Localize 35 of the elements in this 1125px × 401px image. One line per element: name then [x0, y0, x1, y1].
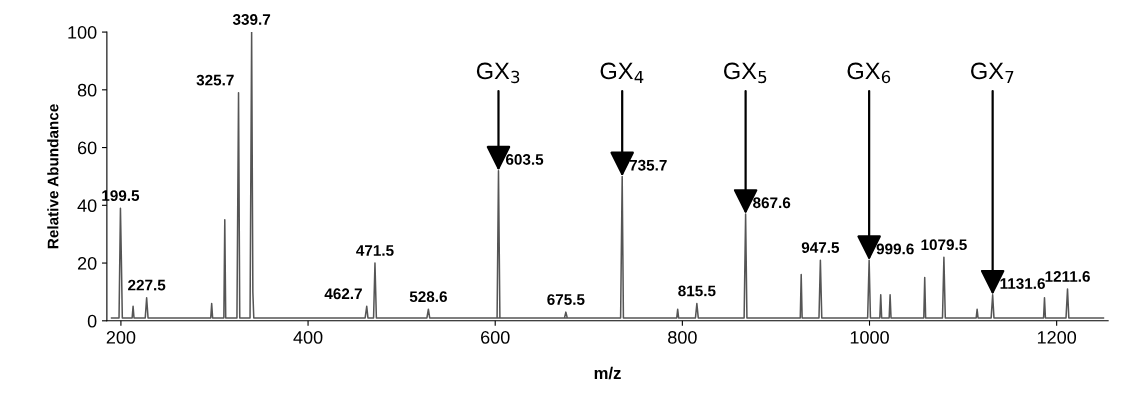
- annotation: 462.7: [324, 288, 362, 300]
- annotation: 815.5: [678, 285, 716, 297]
- annotation: 675.5: [547, 294, 585, 305]
- annotation: 603.5: [505, 154, 544, 165]
- x-tick-label: 1000: [850, 331, 889, 344]
- y-tick-label: 40: [77, 199, 97, 213]
- annotation: GX$_{6}$: [847, 62, 891, 84]
- annotation: 947.5: [801, 242, 840, 253]
- annotation: 735.7: [629, 159, 667, 171]
- annotation: GX$_{4}$: [600, 62, 644, 83]
- annotation: 528.6: [409, 291, 447, 303]
- annotation: 471.5: [356, 245, 394, 256]
- annotation: 1079.5: [921, 239, 967, 251]
- annotation: GX$_{3}$: [476, 62, 520, 84]
- annotation: GX$_{5}$: [724, 62, 767, 84]
- y-axis-title: Relative Abundance: [47, 104, 59, 249]
- y-tick-label: 80: [77, 83, 97, 97]
- x-tick-label: 200: [106, 331, 136, 344]
- annotation: 999.6: [876, 243, 914, 255]
- annotation: 325.7: [196, 74, 234, 86]
- annotation: 227.5: [128, 279, 166, 291]
- x-tick-label: 400: [293, 331, 323, 344]
- annotation: 1211.6: [1045, 271, 1090, 282]
- annotation: 1131.6: [1000, 278, 1045, 290]
- annotation: 339.7: [232, 14, 271, 25]
- annotation: GX$_{7}$: [971, 62, 1014, 83]
- annotation: 867.6: [753, 197, 791, 209]
- x-tick-label: 800: [668, 331, 697, 344]
- y-tick-label: 20: [77, 256, 97, 270]
- x-tick-label: 600: [481, 331, 510, 344]
- x-tick-label: 1200: [1037, 331, 1077, 344]
- y-tick-label: 100: [68, 26, 97, 39]
- x-axis-title: m/z: [594, 366, 621, 380]
- y-tick-label: 0: [87, 314, 97, 328]
- y-tick-label: 60: [77, 141, 97, 155]
